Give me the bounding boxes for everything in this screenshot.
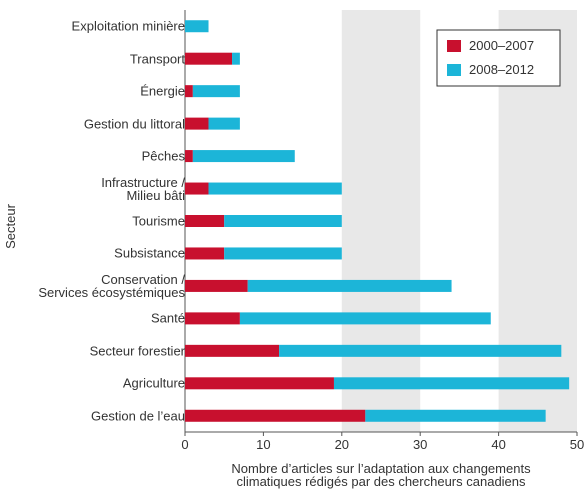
bar — [185, 377, 334, 390]
bar — [247, 279, 452, 292]
bar — [232, 52, 240, 65]
bar — [185, 279, 248, 292]
y-tick-label: Secteur forestier — [89, 343, 185, 359]
y-tick-label: Pêches — [141, 148, 185, 164]
legend-label: 2000–2007 — [469, 38, 535, 53]
y-tick-label: Gestion du littoral — [83, 116, 185, 132]
x-tick-label: 40 — [491, 437, 506, 452]
bar — [185, 150, 193, 163]
bar — [224, 247, 342, 260]
legend-swatch — [447, 40, 461, 52]
y-tick-label: Énergie — [140, 83, 185, 99]
legend-label: 2008–2012 — [469, 62, 535, 77]
y-tick-label: Santé — [151, 310, 185, 326]
x-axis-label: Nombre d’articles sur l’adaptation aux c… — [231, 461, 531, 489]
y-tick-label: Subsistance — [114, 245, 185, 261]
x-tick-label: 10 — [256, 437, 271, 452]
y-tick-label: Transport — [129, 51, 185, 67]
y-tick-label: Exploitation minière — [71, 18, 185, 34]
bar — [192, 150, 295, 163]
bar — [192, 85, 240, 98]
y-axis-label: Secteur — [2, 204, 18, 249]
bar — [185, 409, 366, 422]
y-tick-label: Tourisme — [132, 213, 185, 229]
bar — [208, 182, 342, 195]
bar — [333, 377, 570, 390]
bar — [279, 344, 562, 357]
bar — [208, 117, 240, 130]
bar — [185, 344, 280, 357]
bar — [185, 312, 240, 325]
bar — [185, 85, 193, 98]
bar — [185, 52, 233, 65]
bar — [185, 215, 225, 227]
legend-box — [436, 29, 561, 87]
y-tick-label: Agriculture — [122, 375, 185, 391]
band — [341, 10, 421, 432]
bar — [365, 409, 546, 422]
bar — [185, 247, 225, 260]
bar — [185, 20, 209, 33]
bar — [239, 312, 491, 325]
bar — [185, 182, 209, 195]
x-tick-label: 20 — [334, 437, 350, 452]
bar — [224, 215, 342, 227]
legend-swatch — [447, 64, 461, 76]
x-tick-label: 30 — [412, 437, 428, 452]
x-tick-label: 0 — [181, 437, 189, 452]
bar — [185, 117, 209, 130]
y-tick-label: Gestion de l’eau — [91, 408, 185, 424]
y-tick-label: Infrastructure / Milieu bâti — [101, 174, 185, 203]
x-tick-label: 50 — [569, 437, 585, 452]
y-tick-label: Conservation / Services écosystémiques — [38, 271, 185, 300]
